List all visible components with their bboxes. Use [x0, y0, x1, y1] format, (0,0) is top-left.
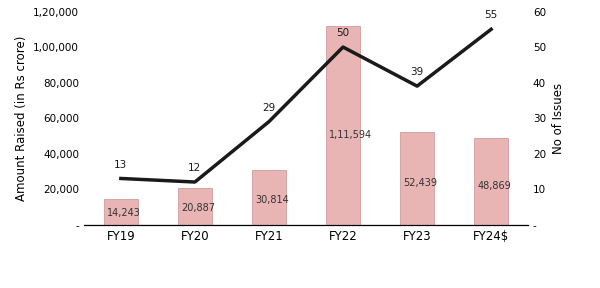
Y-axis label: No of Issues: No of Issues: [551, 83, 565, 154]
Text: 14,243: 14,243: [107, 208, 141, 218]
Y-axis label: Amount Raised (in Rs crore): Amount Raised (in Rs crore): [14, 35, 28, 201]
Text: 1,11,594: 1,11,594: [329, 130, 372, 141]
Bar: [253, 170, 286, 225]
Text: 52,439: 52,439: [403, 178, 437, 188]
Text: 12: 12: [188, 163, 202, 173]
Text: 30,814: 30,814: [255, 195, 289, 205]
Bar: [400, 132, 434, 225]
Text: 13: 13: [114, 160, 127, 170]
Text: 48,869: 48,869: [477, 181, 511, 191]
Text: 29: 29: [262, 103, 275, 113]
Bar: [326, 26, 359, 225]
Bar: [475, 138, 508, 225]
Bar: [104, 199, 137, 225]
Text: 50: 50: [337, 28, 350, 38]
Text: 39: 39: [410, 67, 424, 77]
Text: 20,887: 20,887: [181, 203, 215, 213]
Text: 55: 55: [485, 10, 498, 20]
Bar: [178, 187, 212, 225]
